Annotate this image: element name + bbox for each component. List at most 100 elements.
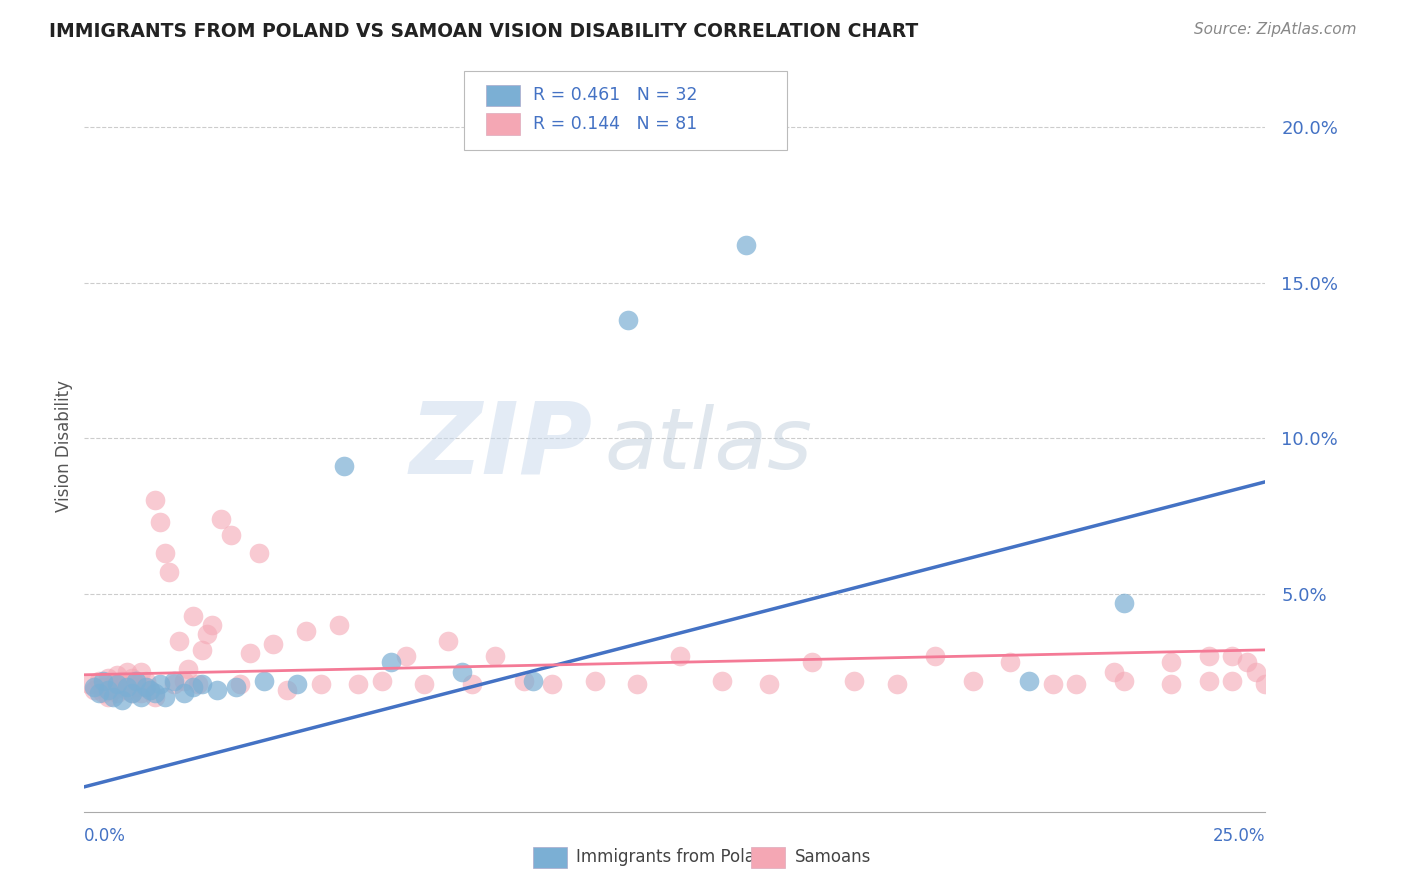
Point xyxy=(153,546,176,560)
Point xyxy=(107,667,129,681)
Point xyxy=(247,546,270,560)
Point xyxy=(163,673,186,688)
Point xyxy=(115,683,138,698)
Point xyxy=(276,683,298,698)
Point xyxy=(129,665,152,679)
Point xyxy=(153,690,176,704)
Point xyxy=(262,637,284,651)
Point xyxy=(139,683,162,698)
Text: IMMIGRANTS FROM POLAND VS SAMOAN VISION DISABILITY CORRELATION CHART: IMMIGRANTS FROM POLAND VS SAMOAN VISION … xyxy=(49,22,918,41)
Point xyxy=(1198,649,1220,664)
Point xyxy=(437,633,460,648)
Point xyxy=(461,677,484,691)
Point xyxy=(1244,665,1267,679)
Point xyxy=(91,680,114,694)
Point xyxy=(101,677,124,691)
Point xyxy=(191,643,214,657)
Point xyxy=(1102,665,1125,679)
Point xyxy=(522,673,544,688)
Point xyxy=(135,680,157,694)
Point xyxy=(800,656,823,670)
Point xyxy=(135,673,157,688)
Y-axis label: Vision Disability: Vision Disability xyxy=(55,380,73,512)
Point xyxy=(149,515,172,529)
Point xyxy=(394,649,416,664)
Point xyxy=(758,677,780,691)
Point xyxy=(195,627,218,641)
Point xyxy=(125,673,148,688)
Point xyxy=(924,649,946,664)
Text: R = 0.144   N = 81: R = 0.144 N = 81 xyxy=(533,115,697,133)
Point xyxy=(239,646,262,660)
Text: ZIP: ZIP xyxy=(409,398,592,494)
Point xyxy=(1254,677,1277,691)
Text: atlas: atlas xyxy=(605,404,813,488)
Point xyxy=(285,677,308,691)
Point xyxy=(1042,677,1064,691)
Text: Samoans: Samoans xyxy=(794,848,870,866)
Point xyxy=(205,683,228,698)
Text: R = 0.461   N = 32: R = 0.461 N = 32 xyxy=(533,87,697,104)
Text: 0.0%: 0.0% xyxy=(84,827,127,846)
Point xyxy=(143,686,166,700)
Point xyxy=(328,618,350,632)
Point xyxy=(886,677,908,691)
Point xyxy=(121,686,143,700)
Point xyxy=(209,512,232,526)
Text: Immigrants from Poland: Immigrants from Poland xyxy=(576,848,776,866)
Point xyxy=(97,690,120,704)
Point xyxy=(143,493,166,508)
Point xyxy=(97,683,120,698)
Point xyxy=(844,673,866,688)
Point xyxy=(1220,673,1243,688)
Point xyxy=(115,680,138,694)
Point xyxy=(143,690,166,704)
Point xyxy=(541,677,564,691)
Point xyxy=(111,673,134,688)
Point xyxy=(451,665,474,679)
Point xyxy=(668,649,690,664)
Point xyxy=(1112,596,1135,610)
Point xyxy=(125,680,148,694)
Point xyxy=(253,673,276,688)
Point xyxy=(219,527,242,541)
Point xyxy=(413,677,436,691)
Point xyxy=(181,608,204,623)
Point xyxy=(139,683,162,698)
Point xyxy=(191,677,214,691)
Point xyxy=(187,677,209,691)
Point xyxy=(616,313,638,327)
Point xyxy=(1112,673,1135,688)
Point xyxy=(77,677,100,691)
Point xyxy=(91,673,114,688)
Point xyxy=(83,683,105,698)
Point xyxy=(121,686,143,700)
Point xyxy=(97,671,120,685)
Point xyxy=(1198,673,1220,688)
Point xyxy=(157,565,180,579)
Point xyxy=(107,686,129,700)
Point xyxy=(371,673,394,688)
Point xyxy=(121,671,143,685)
Point xyxy=(173,686,195,700)
Point xyxy=(225,680,247,694)
Point xyxy=(962,673,984,688)
Point xyxy=(87,673,110,688)
Point xyxy=(181,680,204,694)
Point xyxy=(1236,656,1258,670)
Point xyxy=(229,677,252,691)
Point xyxy=(111,680,134,694)
Point xyxy=(1000,656,1022,670)
Point xyxy=(91,686,114,700)
Point xyxy=(177,661,200,675)
Point xyxy=(626,677,648,691)
Text: Source: ZipAtlas.com: Source: ZipAtlas.com xyxy=(1194,22,1357,37)
Point xyxy=(484,649,506,664)
Point xyxy=(87,686,110,700)
Point xyxy=(167,633,190,648)
Point xyxy=(347,677,370,691)
Point xyxy=(125,677,148,691)
Point xyxy=(1160,677,1182,691)
Point xyxy=(512,673,534,688)
Point xyxy=(83,680,105,694)
